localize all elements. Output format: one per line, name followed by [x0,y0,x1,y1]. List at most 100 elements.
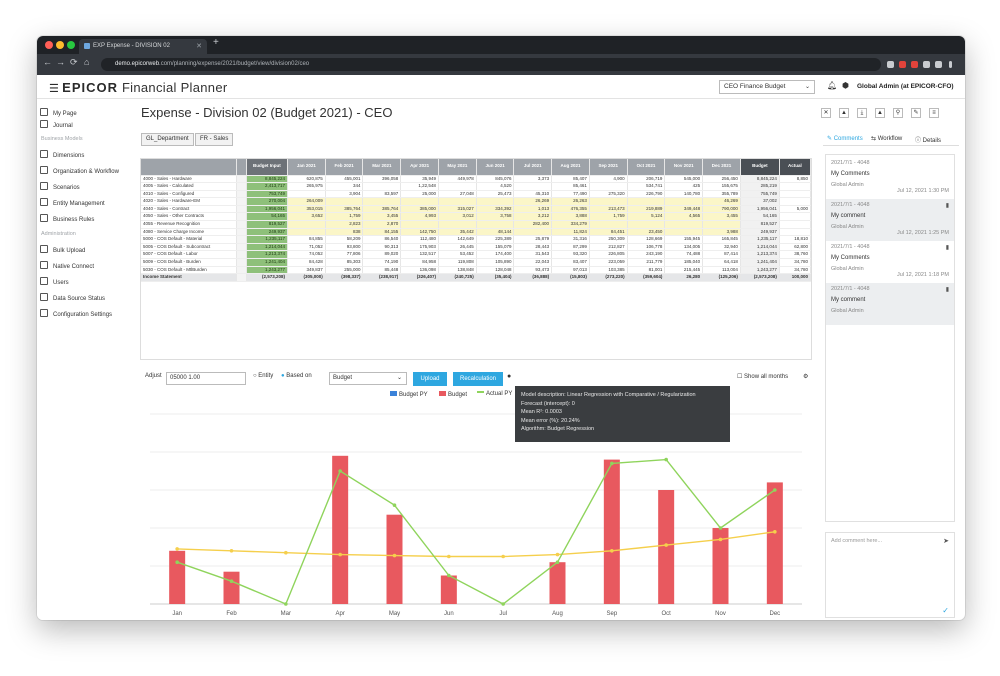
grid-cell[interactable]: 1,759 [589,212,628,222]
grid-cell[interactable]: 3,904 [325,190,364,199]
grid-cell[interactable]: 83,597 [362,190,402,199]
tab-comments[interactable]: ✎ Comments [827,136,863,142]
extension-icon[interactable] [923,61,930,68]
sidebar-item-entity-management[interactable]: Entity Management [37,197,105,208]
row-expander[interactable] [236,273,247,282]
grid-cell[interactable]: 1,759 [325,212,364,222]
budget-input-cell[interactable]: (2,573,208) [246,273,289,282]
sidebar-item-data-source-status[interactable]: Data Source Status [37,292,105,303]
address-bar[interactable]: demo.epicorweb.com/planning/expense/2021… [101,58,881,71]
grid-cell[interactable]: 3,888 [551,212,590,222]
table-row[interactable]: 4050 - Sales - Other Contracts 54,165 3,65… [141,212,811,222]
grid-cell[interactable]: 449,978 [438,175,477,184]
maximize-window-button[interactable] [67,41,75,49]
grid-cell[interactable]: 534,741 [627,182,666,191]
grid-cell[interactable] [513,228,553,237]
grid-cell[interactable]: 396,058 [362,175,402,184]
notification-icon[interactable]: 🔔︎ [827,81,838,90]
grid-cell[interactable] [664,197,704,206]
grid-cell[interactable]: (359,604) [627,273,666,282]
grid-cell[interactable]: 215,445 [664,266,704,275]
sidebar-item-configuration-settings[interactable]: Configuration Settings [37,308,112,319]
grid-cell[interactable]: 476,355 [551,205,590,214]
grid-cell[interactable]: 58,209 [325,235,364,244]
grid-header-cell[interactable]: Mar 2021 [362,159,402,176]
grid-header-cell[interactable]: Oct 2021 [627,159,666,176]
table-row[interactable]: 4000 - Sales - Hardware 8,845,224 620,875 4… [141,175,811,184]
grid-cell[interactable]: 93,320 [551,250,590,260]
sidebar-item-scenarios[interactable]: Scenarios [37,181,80,192]
grid-cell[interactable]: 138,848 [438,266,477,275]
legend-item[interactable]: Budget [439,391,467,398]
grid-cell[interactable]: 3,988 [702,228,741,237]
grid-cell[interactable]: 315,027 [438,205,477,214]
extension-icon[interactable] [911,61,918,68]
attachment-icon[interactable]: ▮ [945,245,949,251]
sidebar-item-journal[interactable]: Journal [37,119,73,130]
check-icon[interactable]: ✓ [942,606,949,615]
table-row[interactable]: 5000 - COS Default - Material 1,235,117 84… [141,235,811,244]
budget-input-cell[interactable]: 2,413,717 [246,182,289,191]
grid-cell[interactable] [476,197,515,206]
grid-header-cell[interactable]: Jan 2021 [287,159,326,176]
grid-cell[interactable]: 249,937 [740,228,780,237]
grid-cell[interactable]: 74,052 [287,250,326,260]
grid-cell[interactable]: 1,013 [513,205,553,214]
grid-cell[interactable]: 100,000 [779,273,811,282]
grid-cell[interactable]: 83,407 [551,258,590,267]
grid-cell[interactable]: 155,675 [702,182,741,191]
budget-input-cell[interactable]: 753,749 [246,190,289,199]
grid-cell[interactable]: 185,040 [664,258,704,267]
grid-cell[interactable]: 87,299 [551,243,590,252]
budget-input-cell[interactable]: 1,241,404 [246,258,289,267]
row-expander[interactable] [236,235,247,244]
grid-cell[interactable]: 790,000 [702,205,741,214]
grid-cell[interactable]: 85,461 [551,182,590,191]
grid-cell[interactable]: 38,760 [779,250,811,260]
grid-cell[interactable]: (305,000) [287,273,326,282]
grid-cell[interactable]: 97,013 [551,266,590,275]
grid-cell[interactable]: 256,450 [702,175,741,184]
grid-cell[interactable]: 113,004 [702,266,741,275]
grid-cell[interactable]: (240,725) [438,273,477,282]
grid-cell[interactable]: 32,940 [702,243,741,252]
grid-cell[interactable] [362,182,402,191]
grid-cell[interactable] [476,220,515,229]
grid-cell[interactable]: 2,870 [362,220,402,229]
grid-cell[interactable]: 334,392 [476,205,515,214]
grid-cell[interactable]: 93,473 [513,266,553,275]
grid-cell[interactable]: 26,269 [513,197,553,206]
grid-header-cell[interactable] [236,159,247,176]
grid-cell[interactable]: 545,000 [664,175,704,184]
grid-cell[interactable]: 25,000 [400,190,439,199]
grid-cell[interactable]: 106,778 [627,243,666,252]
row-expander[interactable] [236,182,247,191]
grid-cell[interactable]: 355,789 [702,190,741,199]
grid-cell[interactable]: 71,052 [287,243,326,252]
grid-cell[interactable] [779,190,811,199]
grid-cell[interactable] [287,190,326,199]
grid-cell[interactable]: 128,669 [627,235,666,244]
grid-cell[interactable]: 25,879 [513,235,553,244]
grid-cell[interactable]: 26,445 [438,243,477,252]
edit-icon[interactable]: ✎ [911,108,921,118]
grid-cell[interactable]: 136,098 [400,266,439,275]
grid-cell[interactable]: 174,400 [476,250,515,260]
grid-cell[interactable] [400,220,439,229]
grid-cell[interactable]: 1,235,117 [740,235,780,244]
grid-header-cell[interactable]: Budget Input [246,159,289,176]
grid-cell[interactable]: 250,309 [589,235,628,244]
grid-cell[interactable]: 84,428 [287,258,326,267]
grid-cell[interactable]: 142,750 [400,228,439,237]
download-icon[interactable]: ⤓ [857,108,867,118]
grid-cell[interactable]: (15,803) [551,273,590,282]
grid-cell[interactable]: 34,780 [779,266,811,275]
info-icon[interactable]: ● [507,373,512,380]
grid-header-cell[interactable]: May 2021 [438,159,477,176]
grid-cell[interactable]: 84,155 [362,228,402,237]
grid-header-cell[interactable]: Apr 2021 [400,159,439,176]
legend-item[interactable]: Actual PY [477,391,512,397]
adjust-input[interactable]: 05000 1.00 [166,372,246,385]
grid-cell[interactable]: 8,850 [779,175,811,184]
grid-cell[interactable]: 140,780 [664,190,704,199]
